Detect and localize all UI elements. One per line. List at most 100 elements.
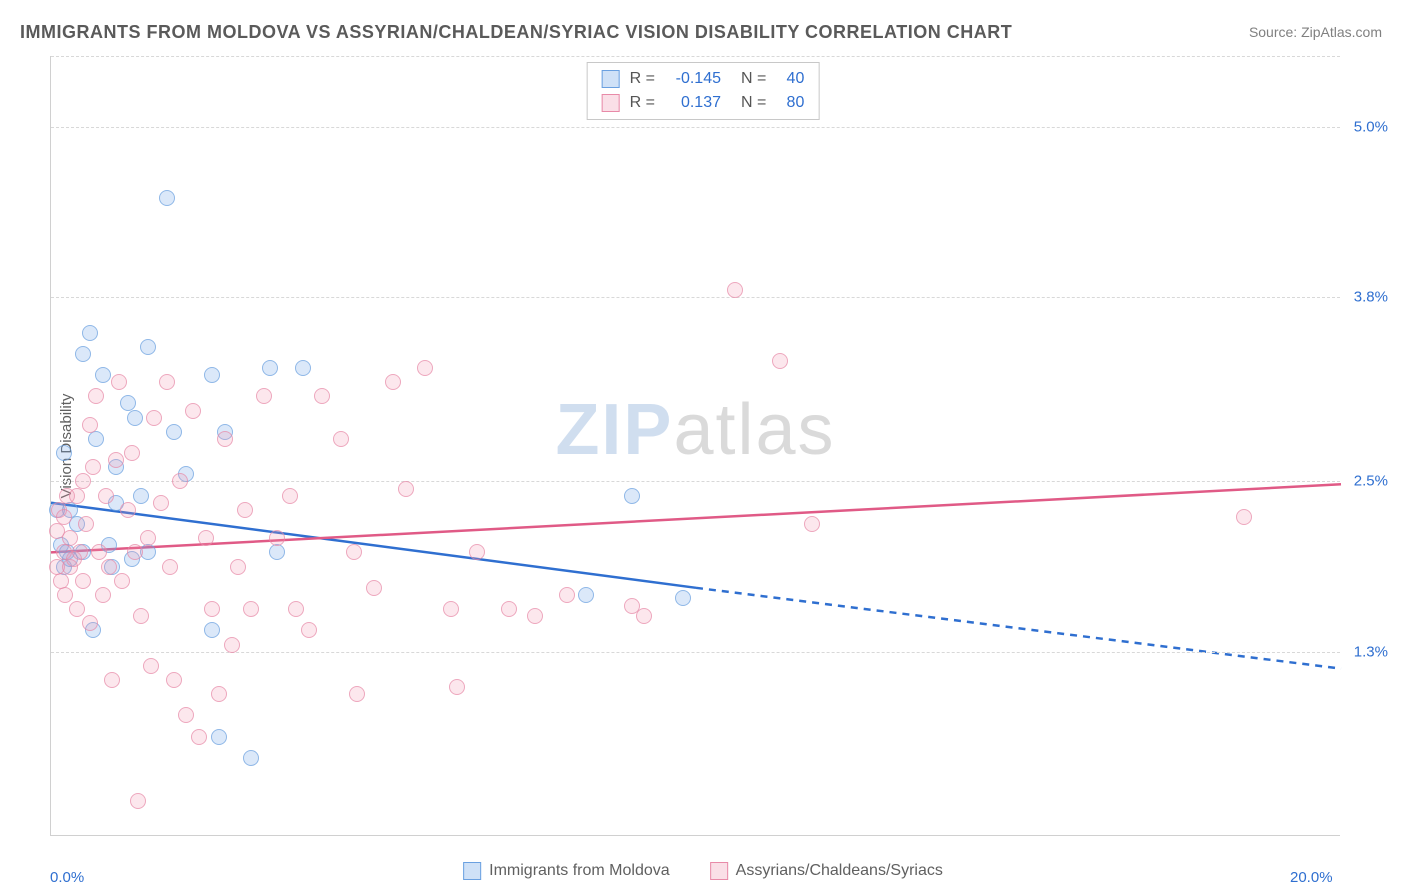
data-point-blue: [127, 410, 143, 426]
data-point-blue: [269, 544, 285, 560]
data-point-blue: [578, 587, 594, 603]
data-point-blue: [75, 346, 91, 362]
data-point-pink: [69, 488, 85, 504]
data-point-pink: [346, 544, 362, 560]
data-point-pink: [204, 601, 220, 617]
grid-line: [51, 481, 1340, 482]
y-tick-label: 3.8%: [1354, 289, 1388, 306]
data-point-pink: [366, 580, 382, 596]
data-point-pink: [333, 431, 349, 447]
data-point-pink: [162, 559, 178, 575]
swatch-pink-icon: [710, 862, 728, 880]
data-point-pink: [230, 559, 246, 575]
data-point-pink: [88, 388, 104, 404]
data-point-pink: [98, 488, 114, 504]
grid-line: [51, 56, 1340, 57]
data-point-pink: [56, 509, 72, 525]
legend-label-pink: Assyrians/Chaldeans/Syriacs: [736, 862, 943, 880]
data-point-pink: [269, 530, 285, 546]
data-point-pink: [449, 679, 465, 695]
data-point-pink: [72, 544, 88, 560]
n-value-blue: 40: [776, 67, 804, 91]
data-point-pink: [398, 481, 414, 497]
data-point-pink: [143, 658, 159, 674]
data-point-blue: [204, 622, 220, 638]
data-point-pink: [114, 573, 130, 589]
data-point-pink: [75, 473, 91, 489]
data-point-pink: [101, 559, 117, 575]
legend-row-pink: R = 0.137 N = 80: [602, 91, 805, 115]
data-point-pink: [146, 410, 162, 426]
data-point-pink: [636, 608, 652, 624]
data-point-pink: [57, 587, 73, 603]
trend-lines-layer: [51, 56, 1340, 835]
data-point-blue: [295, 360, 311, 376]
data-point-pink: [727, 282, 743, 298]
data-point-pink: [211, 686, 227, 702]
data-point-pink: [95, 587, 111, 603]
data-point-pink: [69, 601, 85, 617]
data-point-pink: [75, 573, 91, 589]
data-point-pink: [224, 637, 240, 653]
data-point-pink: [159, 374, 175, 390]
swatch-pink-icon: [602, 94, 620, 112]
data-point-pink: [153, 495, 169, 511]
swatch-blue-icon: [602, 70, 620, 88]
data-point-pink: [82, 615, 98, 631]
r-value-pink: 0.137: [665, 91, 721, 115]
data-point-blue: [133, 488, 149, 504]
data-point-pink: [82, 417, 98, 433]
data-point-pink: [314, 388, 330, 404]
data-point-pink: [417, 360, 433, 376]
data-point-pink: [104, 672, 120, 688]
n-label: N =: [741, 91, 766, 115]
data-point-pink: [301, 622, 317, 638]
data-point-pink: [108, 452, 124, 468]
data-point-pink: [78, 516, 94, 532]
data-point-blue: [140, 339, 156, 355]
data-point-blue: [56, 445, 72, 461]
r-value-blue: -0.145: [665, 67, 721, 91]
legend-item-blue: Immigrants from Moldova: [463, 862, 670, 880]
data-point-pink: [527, 608, 543, 624]
data-point-pink: [133, 608, 149, 624]
data-point-pink: [804, 516, 820, 532]
data-point-blue: [88, 431, 104, 447]
data-point-pink: [130, 793, 146, 809]
data-point-blue: [262, 360, 278, 376]
data-point-blue: [243, 750, 259, 766]
scatter-plot-area: ZIPatlas: [50, 56, 1340, 836]
data-point-pink: [191, 729, 207, 745]
data-point-blue: [82, 325, 98, 341]
data-point-pink: [91, 544, 107, 560]
data-point-pink: [282, 488, 298, 504]
data-point-blue: [95, 367, 111, 383]
data-point-pink: [237, 502, 253, 518]
data-point-pink: [172, 473, 188, 489]
data-point-pink: [62, 530, 78, 546]
x-tick-label: 0.0%: [50, 869, 84, 886]
data-point-pink: [349, 686, 365, 702]
grid-line: [51, 127, 1340, 128]
data-point-pink: [469, 544, 485, 560]
r-label: R =: [630, 67, 655, 91]
data-point-blue: [159, 190, 175, 206]
data-point-blue: [166, 424, 182, 440]
data-point-pink: [559, 587, 575, 603]
swatch-blue-icon: [463, 862, 481, 880]
x-tick-label: 20.0%: [1290, 869, 1333, 886]
data-point-pink: [111, 374, 127, 390]
data-point-pink: [243, 601, 259, 617]
n-label: N =: [741, 67, 766, 91]
legend-row-blue: R = -0.145 N = 40: [602, 67, 805, 91]
data-point-pink: [124, 445, 140, 461]
data-point-pink: [178, 707, 194, 723]
data-point-pink: [256, 388, 272, 404]
data-point-pink: [1236, 509, 1252, 525]
legend-item-pink: Assyrians/Chaldeans/Syriacs: [710, 862, 943, 880]
data-point-pink: [443, 601, 459, 617]
data-point-blue: [675, 590, 691, 606]
data-point-blue: [624, 488, 640, 504]
trend-line: [696, 588, 1341, 669]
data-point-pink: [198, 530, 214, 546]
